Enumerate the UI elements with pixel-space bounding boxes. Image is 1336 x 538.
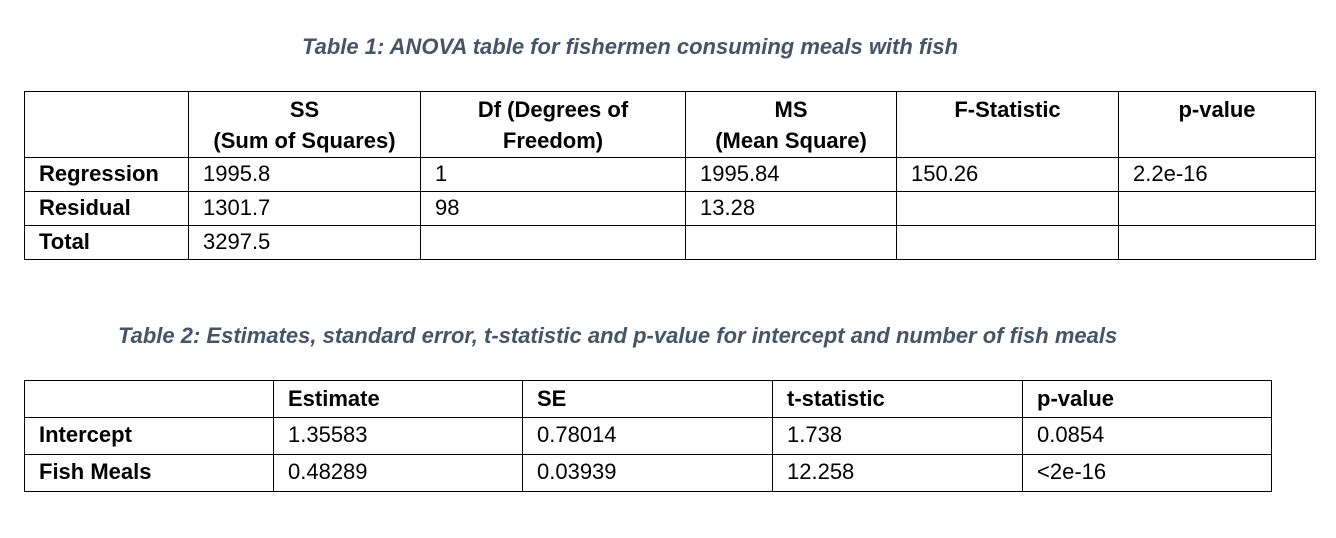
table-cell: 0.0854 [1022, 417, 1272, 455]
header-line: p-value [1178, 97, 1256, 122]
table-cell [1118, 191, 1316, 226]
coefficients-table: Estimate SE t-statistic p-value Intercep… [24, 380, 1272, 492]
anova-header-ms: MS (Mean Square) [685, 91, 897, 158]
table-cell: 0.48289 [273, 454, 523, 492]
header-line: (Mean Square) [715, 128, 867, 153]
coefficients-header-corner [24, 380, 274, 418]
table-cell: 1995.84 [685, 157, 897, 192]
header-line: F-Statistic [954, 97, 1061, 122]
table-cell: 1.35583 [273, 417, 523, 455]
anova-header-p-value: p-value [1118, 91, 1316, 158]
coefficients-header-t-statistic: t-statistic [772, 380, 1023, 418]
table-row: Residual 1301.7 98 13.28 [24, 191, 1316, 226]
table-row: Total 3297.5 [24, 225, 1316, 260]
table1-caption: Table 1: ANOVA table for fishermen consu… [302, 34, 959, 59]
coefficients-header-se: SE [522, 380, 773, 418]
header-line: Df (Degrees of [477, 97, 629, 122]
table-cell: 2.2e-16 [1118, 157, 1316, 192]
table-row: Regression 1995.8 1 1995.84 150.26 2.2e-… [24, 157, 1316, 192]
table-cell [896, 191, 1119, 226]
table-cell [1118, 225, 1316, 260]
coefficients-header-estimate: Estimate [273, 380, 523, 418]
table-cell [896, 225, 1119, 260]
coefficients-header-p-value: p-value [1022, 380, 1272, 418]
table-cell: 1995.8 [188, 157, 421, 192]
table-cell: <2e-16 [1022, 454, 1272, 492]
table2-caption: Table 2: Estimates, standard error, t-st… [118, 323, 1118, 348]
table-row: Fish Meals 0.48289 0.03939 12.258 <2e-16 [24, 454, 1272, 492]
table-cell: 0.03939 [522, 454, 773, 492]
table-cell [420, 225, 686, 260]
row-label: Intercept [24, 417, 274, 455]
table-cell: 0.78014 [522, 417, 773, 455]
anova-header-f-statistic: F-Statistic [896, 91, 1119, 158]
table-cell: 1301.7 [188, 191, 421, 226]
table-row: Intercept 1.35583 0.78014 1.738 0.0854 [24, 417, 1272, 455]
table-cell: 98 [420, 191, 686, 226]
anova-header-ss: SS (Sum of Squares) [188, 91, 421, 158]
table-cell [685, 225, 897, 260]
header-line: (Sum of Squares) [213, 128, 396, 153]
table-cell: 3297.5 [188, 225, 421, 260]
header-line: Freedom) [502, 128, 604, 153]
coefficients-header-row: Estimate SE t-statistic p-value [24, 380, 1272, 418]
table-cell: 1.738 [772, 417, 1023, 455]
table-cell: 1 [420, 157, 686, 192]
anova-table: SS (Sum of Squares) Df (Degrees of Freed… [24, 91, 1316, 260]
row-label: Residual [24, 191, 189, 226]
row-label: Fish Meals [24, 454, 274, 492]
row-label: Total [24, 225, 189, 260]
table-cell: 150.26 [896, 157, 1119, 192]
table-cell: 12.258 [772, 454, 1023, 492]
table-cell: 13.28 [685, 191, 897, 226]
header-line: SS [289, 97, 320, 122]
anova-header-corner [24, 91, 189, 158]
anova-header-df: Df (Degrees of Freedom) [420, 91, 686, 158]
anova-header-row: SS (Sum of Squares) Df (Degrees of Freed… [24, 91, 1316, 158]
header-line: MS [774, 97, 808, 122]
row-label: Regression [24, 157, 189, 192]
